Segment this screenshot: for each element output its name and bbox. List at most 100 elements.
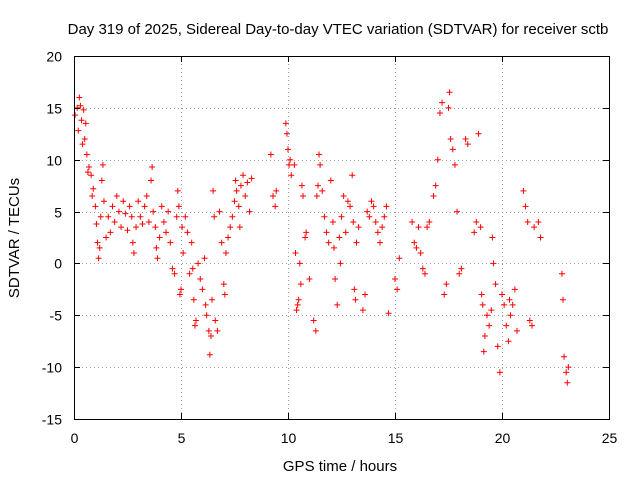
- data-point: [368, 198, 375, 205]
- data-point: [344, 198, 351, 205]
- data-point: [206, 351, 213, 358]
- data-point: [526, 317, 533, 324]
- data-point: [535, 218, 542, 225]
- data-point: [77, 102, 84, 109]
- axis-ticks: 0 5 10 15 20 25 -15 -10 -5 0 5 10 15 20: [42, 49, 618, 447]
- data-point: [75, 127, 82, 134]
- data-point: [246, 208, 253, 215]
- data-point: [227, 224, 234, 231]
- data-point: [364, 208, 371, 215]
- data-point: [190, 296, 197, 303]
- data-point: [74, 104, 81, 111]
- data-points: [72, 89, 572, 386]
- data-point: [392, 275, 398, 282]
- data-point: [303, 229, 310, 236]
- data-point: [306, 275, 313, 282]
- data-point: [338, 213, 345, 220]
- data-point: [272, 203, 279, 210]
- data-point: [103, 234, 110, 241]
- data-point: [445, 104, 452, 111]
- data-point: [99, 161, 106, 168]
- grid: [74, 56, 609, 419]
- data-point: [458, 265, 465, 272]
- data-point: [171, 270, 178, 277]
- data-point: [377, 239, 384, 246]
- data-point: [499, 291, 505, 298]
- data-point: [488, 307, 495, 314]
- x-tick-label: 10: [281, 430, 297, 446]
- data-point: [310, 317, 317, 324]
- data-point: [212, 317, 219, 324]
- data-point: [236, 224, 243, 231]
- data-point: [211, 213, 218, 220]
- data-point: [411, 239, 418, 246]
- data-point: [563, 369, 570, 376]
- data-point: [321, 213, 328, 220]
- data-point: [426, 218, 433, 225]
- data-point: [350, 218, 357, 225]
- data-point: [218, 239, 225, 246]
- y-tick-label: -10: [42, 360, 62, 376]
- chart-title: Day 319 of 2025, Sidereal Day-to-day VTE…: [68, 21, 609, 38]
- data-point: [179, 224, 186, 231]
- data-point: [189, 265, 196, 272]
- data-point: [383, 203, 390, 210]
- data-point: [273, 187, 280, 194]
- data-point: [413, 244, 420, 251]
- data-point: [207, 333, 214, 340]
- data-point: [332, 275, 339, 282]
- data-point: [471, 229, 478, 236]
- data-point: [520, 187, 527, 194]
- data-point: [434, 156, 441, 163]
- data-point: [559, 296, 566, 303]
- data-point: [374, 229, 381, 236]
- data-point: [489, 234, 496, 241]
- data-point: [359, 307, 366, 314]
- data-point: [201, 255, 208, 262]
- data-point: [477, 224, 484, 231]
- data-point: [135, 198, 142, 205]
- data-point: [447, 135, 454, 142]
- data-point: [432, 182, 439, 189]
- data-point: [270, 193, 277, 200]
- data-point: [381, 213, 388, 220]
- data-point: [222, 250, 229, 257]
- data-point: [565, 364, 572, 371]
- data-point: [98, 177, 105, 184]
- data-point: [88, 172, 95, 179]
- data-point: [419, 265, 426, 272]
- data-point: [340, 193, 347, 200]
- data-point: [231, 198, 238, 205]
- data-point: [349, 172, 356, 179]
- y-tick-label: 10: [46, 153, 62, 169]
- data-point: [473, 218, 480, 225]
- data-point: [160, 218, 167, 225]
- data-point: [501, 301, 508, 308]
- data-point: [424, 224, 431, 231]
- data-point: [188, 239, 195, 246]
- data-point: [176, 291, 183, 298]
- data-point: [95, 255, 102, 262]
- data-point: [478, 291, 485, 298]
- data-point: [430, 193, 437, 200]
- data-point: [355, 224, 362, 231]
- data-point: [248, 175, 255, 182]
- data-point: [107, 229, 114, 236]
- data-point: [203, 312, 210, 319]
- x-tick-label: 0: [71, 430, 79, 446]
- data-point: [97, 213, 104, 220]
- data-point: [100, 198, 107, 205]
- data-point: [292, 250, 299, 257]
- data-point: [484, 312, 491, 319]
- data-point: [298, 182, 305, 189]
- data-point: [370, 203, 377, 210]
- data-point: [242, 193, 249, 200]
- data-point: [237, 182, 244, 189]
- data-point: [372, 218, 379, 225]
- data-point: [336, 234, 343, 241]
- data-point: [436, 110, 443, 117]
- data-point: [282, 120, 289, 127]
- data-point: [178, 286, 184, 293]
- data-point: [454, 208, 461, 215]
